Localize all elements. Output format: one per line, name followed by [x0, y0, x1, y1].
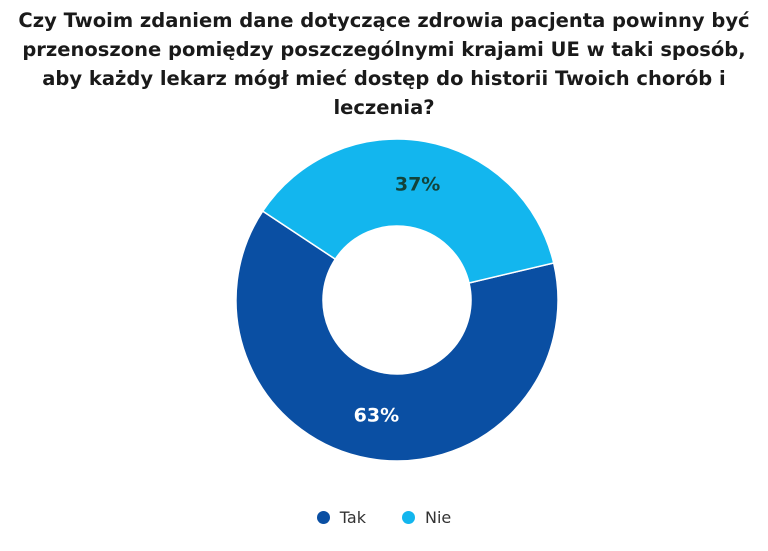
legend-label-tak: Tak	[339, 508, 366, 527]
legend-swatch-nie	[401, 511, 415, 524]
chart-legend: Tak Nie	[0, 508, 768, 527]
chart-title-line-2: przenoszone pomiędzy poszczególnymi kraj…	[22, 38, 746, 61]
donut-slice-tak[interactable]	[235, 210, 559, 462]
legend-swatch-tak	[316, 511, 330, 524]
data-label-tak: 63%	[354, 405, 399, 427]
donut-data-labels: 63% 37%	[354, 173, 441, 426]
chart-title-line-3: aby każdy lekarz mógł mieć dostęp do his…	[42, 67, 726, 119]
donut-slices	[235, 138, 559, 462]
donut-slice-nie[interactable]	[261, 138, 555, 284]
legend-item-tak[interactable]: Tak	[316, 508, 366, 527]
chart-title-line-1: Czy Twoim zdaniem dane dotyczące zdrowia…	[18, 9, 750, 32]
legend-item-nie[interactable]: Nie	[401, 508, 452, 527]
legend-label-nie: Nie	[424, 508, 452, 527]
data-label-nie: 37%	[395, 173, 440, 195]
chart-title: Czy Twoim zdaniem dane dotyczące zdrowia…	[0, 6, 768, 122]
